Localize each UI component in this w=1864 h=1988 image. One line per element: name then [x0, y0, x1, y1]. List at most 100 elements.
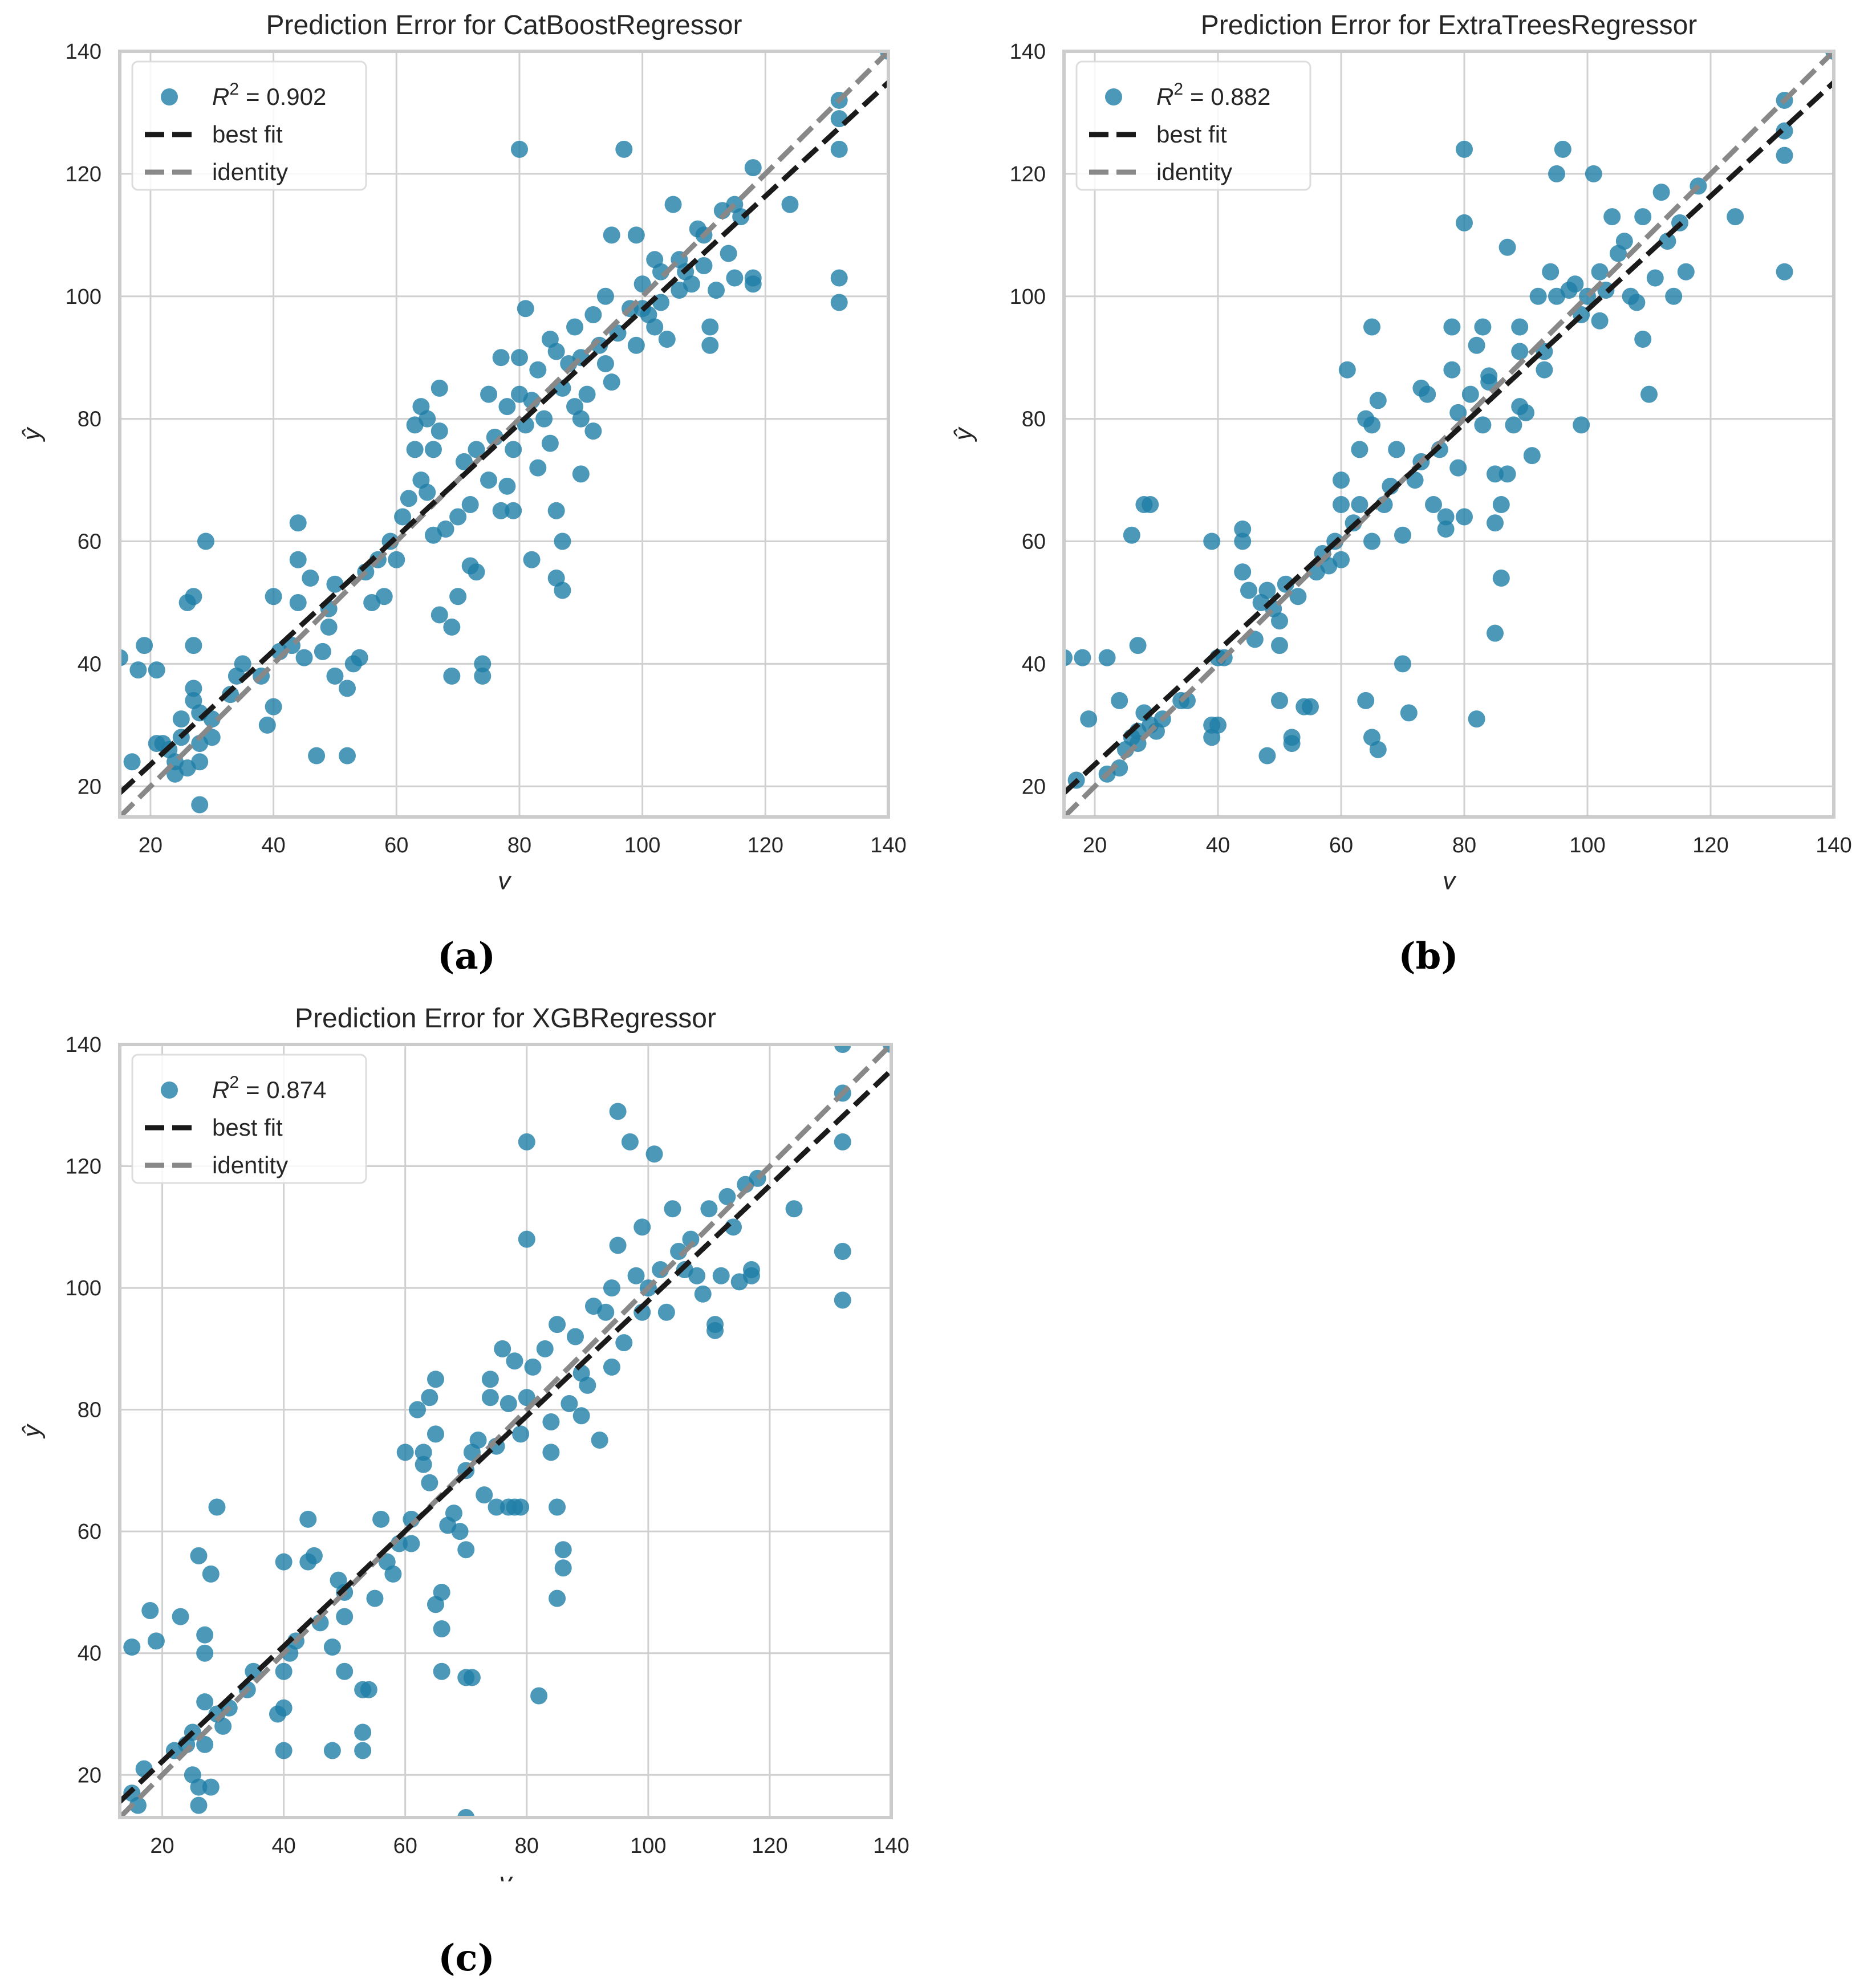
points-group — [120, 51, 888, 814]
data-point — [445, 1505, 462, 1522]
data-point — [578, 385, 596, 403]
chart-title: Prediction Error for CatBoostRegressor — [266, 10, 742, 40]
data-point — [406, 441, 424, 458]
data-point — [480, 471, 498, 489]
plot-frame — [1062, 50, 1835, 819]
legend-box — [131, 1054, 367, 1184]
data-point — [172, 1608, 189, 1625]
data-point — [591, 1432, 608, 1449]
data-point — [431, 422, 448, 440]
data-point — [320, 618, 338, 636]
data-point — [1677, 263, 1695, 280]
x-tick-label: 80 — [1452, 834, 1476, 857]
data-point — [1480, 373, 1498, 391]
data-point — [400, 490, 417, 507]
data-point — [720, 245, 737, 262]
plot-frame — [118, 1043, 893, 1819]
y-tick-label: 140 — [1010, 40, 1046, 64]
data-point — [834, 1243, 851, 1261]
data-point — [275, 1742, 293, 1759]
data-point — [185, 680, 202, 697]
legend-r2-label: R2 = 0.882 — [1156, 80, 1270, 110]
legend-box — [1075, 60, 1311, 191]
data-point — [1209, 716, 1227, 734]
legend-r2-label: R2 = 0.874 — [212, 1073, 326, 1103]
data-point — [384, 1565, 402, 1583]
data-point — [549, 1589, 566, 1607]
data-point — [129, 661, 147, 679]
data-point — [554, 582, 571, 599]
data-point — [396, 1444, 414, 1461]
data-point — [1456, 140, 1473, 158]
data-point — [1591, 263, 1609, 280]
data-point — [1523, 447, 1541, 465]
y-tick-label: 20 — [78, 1763, 101, 1787]
data-point — [468, 563, 485, 581]
data-point — [1492, 569, 1510, 587]
data-point — [443, 618, 461, 636]
y-tick-label: 100 — [1010, 285, 1046, 309]
data-point — [172, 710, 190, 728]
y-tick-label: 60 — [78, 530, 101, 554]
data-point — [609, 1237, 627, 1254]
data-point — [726, 269, 744, 287]
data-point — [314, 643, 331, 660]
x-tick-label: 140 — [873, 1834, 909, 1858]
data-point — [603, 1358, 620, 1376]
data-point — [481, 1389, 499, 1406]
data-point — [1456, 508, 1473, 526]
data-point — [695, 257, 713, 275]
data-point — [603, 373, 620, 391]
x-tick-label: 20 — [150, 1834, 174, 1858]
data-point — [481, 1371, 499, 1388]
data-point — [549, 1498, 566, 1516]
data-point — [449, 508, 467, 526]
data-point — [1351, 441, 1368, 458]
data-point — [615, 1334, 633, 1352]
data-point — [326, 667, 344, 685]
data-point — [1338, 361, 1356, 379]
data-point — [190, 1796, 208, 1814]
data-point — [474, 667, 492, 685]
data-point — [518, 1133, 535, 1150]
data-point — [1394, 655, 1411, 673]
data-point — [326, 575, 344, 593]
data-point — [1468, 336, 1485, 354]
data-point — [289, 514, 307, 532]
x-tick-label: 80 — [515, 1834, 539, 1858]
data-point — [700, 1200, 718, 1218]
data-point — [1585, 165, 1602, 182]
y-tick-label: 60 — [1022, 530, 1046, 554]
data-point — [1603, 208, 1621, 226]
data-point — [597, 1303, 615, 1321]
data-point — [1351, 496, 1368, 514]
chart-title: Prediction Error for XGBRegressor — [295, 1003, 716, 1034]
data-point — [433, 1662, 450, 1680]
data-point — [1283, 735, 1301, 753]
data-point — [474, 655, 492, 673]
legend-identity-label: identity — [1156, 158, 1232, 185]
x-tick-label: 120 — [1692, 834, 1728, 857]
data-point — [388, 551, 405, 568]
data-point — [505, 441, 522, 458]
data-point — [415, 1456, 432, 1473]
y-tick-label: 20 — [1022, 775, 1046, 799]
data-point — [1652, 184, 1670, 201]
caption-b: (b) — [1398, 935, 1459, 978]
data-point — [366, 1589, 384, 1607]
data-point — [834, 1291, 851, 1309]
data-point — [567, 1328, 584, 1345]
data-point — [196, 1644, 214, 1662]
y-tick-label: 60 — [78, 1520, 101, 1544]
legend-r2-label: R2 = 0.902 — [212, 80, 326, 110]
data-point — [554, 379, 571, 397]
data-point — [1487, 514, 1504, 532]
data-point — [141, 1601, 159, 1619]
data-point — [561, 1395, 578, 1412]
data-point — [492, 502, 510, 519]
data-point — [549, 1316, 566, 1334]
data-point — [208, 1498, 226, 1516]
data-point — [1425, 496, 1442, 514]
y-tick-label: 100 — [66, 285, 101, 309]
data-point — [222, 686, 239, 704]
